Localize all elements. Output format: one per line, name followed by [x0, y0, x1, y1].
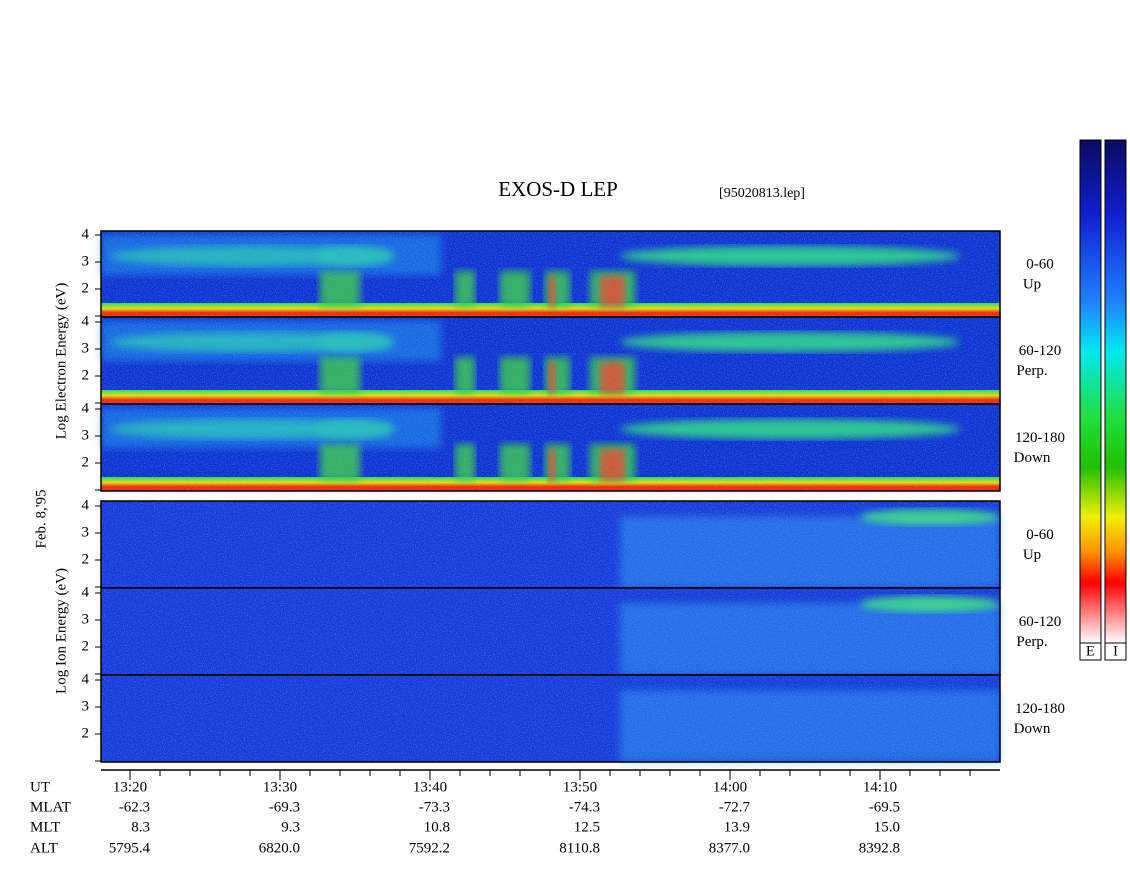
y-tick-label: 3 [82, 340, 90, 356]
channel-angle: 120-180 [1015, 701, 1065, 717]
y-tick-label: 2 [82, 551, 90, 567]
channel-angle: 120-180 [1015, 430, 1065, 446]
y-tick-label: 4 [82, 584, 90, 600]
spectrogram-noise [101, 317, 1000, 404]
orbit-value: 10.8 [424, 819, 450, 835]
orbit-value: 15.0 [874, 819, 900, 835]
spectrogram-noise [101, 675, 1000, 762]
panel-frame [100, 674, 1001, 763]
spectrogram-panels [100, 230, 1001, 763]
row-label: UT [30, 779, 50, 795]
time-label: 14:00 [713, 779, 747, 795]
channel-angle: 0-60 [1026, 256, 1054, 272]
date: Feb. 8,'95 [33, 490, 49, 549]
spectrogram-noise [101, 404, 1000, 491]
y-tick-label: 4 [82, 226, 90, 242]
channel-direction: Down [1014, 450, 1051, 466]
channel-direction: Up [1023, 547, 1041, 563]
orbit-value: -62.3 [119, 799, 150, 815]
row-label: ALT [30, 840, 58, 856]
file-name: [95020813.lep] [719, 186, 805, 201]
y-tick-label: 3 [82, 698, 90, 714]
time-label: 13:30 [263, 779, 297, 795]
channel-direction: Perp. [1016, 363, 1047, 379]
time-label: 14:10 [863, 779, 897, 795]
spectrogram-noise [101, 501, 1000, 588]
orbit-value: -73.3 [419, 799, 450, 815]
spectrogram-noise [101, 588, 1000, 675]
y-tick-label: 3 [82, 253, 90, 269]
electron-axis-label: Log Electron Energy (eV) [53, 283, 69, 440]
y-tick-label: 2 [82, 367, 90, 383]
channel-angle: 0-60 [1026, 527, 1054, 543]
orbit-value: 13.9 [724, 819, 750, 835]
y-tick-label: 4 [82, 497, 90, 513]
y-tick-label: 4 [82, 313, 90, 329]
y-tick-label: 3 [82, 427, 90, 443]
time-label: 13:50 [563, 779, 597, 795]
colorbar-label-box [1079, 642, 1102, 661]
colorbar [1079, 139, 1102, 644]
colorbar-label: E [1086, 643, 1095, 659]
orbit-value: 6820.0 [259, 840, 300, 856]
y-tick-label: 4 [82, 671, 90, 687]
channel-direction: Up [1023, 276, 1041, 292]
orbit-value: 5795.4 [109, 840, 151, 856]
orbit-value: -69.5 [869, 799, 900, 815]
orbit-value: 12.5 [574, 819, 600, 835]
y-tick-label: 2 [82, 725, 90, 741]
y-tick-label: 2 [82, 454, 90, 470]
y-tick-label: 3 [82, 611, 90, 627]
channel-angle: 60-120 [1019, 343, 1062, 359]
colorbar-label: I [1113, 643, 1118, 659]
orbit-value: 9.3 [281, 819, 300, 835]
y-tick-label: 4 [82, 400, 90, 416]
time-label: 13:20 [113, 779, 147, 795]
y-tick-label: 2 [82, 280, 90, 296]
y-tick-label: 3 [82, 524, 90, 540]
orbit-value: 8392.8 [859, 840, 900, 856]
orbit-value: -72.7 [719, 799, 751, 815]
orbit-value: -74.3 [569, 799, 600, 815]
orbit-value: 8377.0 [709, 840, 750, 856]
spectrogram-noise [101, 231, 1000, 317]
orbit-value: -69.3 [269, 799, 300, 815]
channel-direction: Perp. [1016, 634, 1047, 650]
colorbar [1104, 139, 1127, 644]
y-tick-label: 2 [82, 638, 90, 654]
panel-frame [100, 403, 1001, 492]
ion-axis-label: Log Ion Energy (eV) [53, 568, 69, 694]
channel-direction: Down [1014, 721, 1051, 737]
orbit-value: 8110.8 [559, 840, 600, 856]
title: EXOS-D LEP [498, 177, 618, 201]
channel-angle: 60-120 [1019, 614, 1062, 630]
orbit-value: 7592.2 [409, 840, 450, 856]
row-label: MLT [30, 819, 60, 835]
orbit-value: 8.3 [131, 819, 150, 835]
colorbar-label-box [1104, 642, 1127, 661]
time-label: 13:40 [413, 779, 447, 795]
row-label: MLAT [30, 799, 71, 815]
